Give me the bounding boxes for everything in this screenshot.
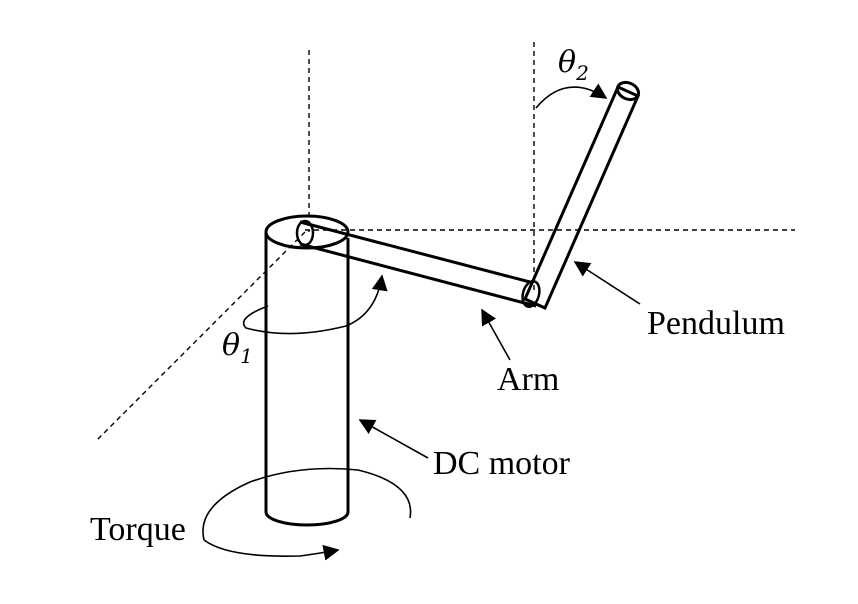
arm-tip-joint — [521, 280, 541, 308]
arm-bottom-edge — [299, 242, 537, 308]
theta1-label: θ1 — [222, 328, 253, 368]
torque-label: Torque — [90, 511, 186, 548]
dc-motor-cylinder — [264, 214, 350, 527]
dc-motor-label: DC motor — [433, 445, 571, 482]
theta2-label: θ2 — [558, 45, 589, 85]
arm-root-joint — [295, 219, 315, 247]
motor-leader-arrow — [358, 419, 429, 459]
motor-top — [264, 214, 350, 250]
torque-arc-back — [202, 467, 412, 541]
arm-link — [295, 219, 541, 308]
diagonal-reference-line — [94, 231, 306, 443]
theta2-arc — [535, 83, 608, 109]
pendulum-body — [523, 85, 640, 310]
reference-lines — [94, 42, 795, 443]
arm-top-edge — [299, 220, 531, 284]
arm-leader-arrow — [481, 308, 511, 361]
motor-body — [264, 232, 350, 527]
torque-arrow-icon — [203, 539, 340, 561]
pendulum-leader-arrow — [573, 261, 641, 305]
pendulum-link — [523, 80, 641, 310]
pendulum-label: Pendulum — [647, 305, 785, 342]
theta1-arc — [242, 274, 388, 335]
arm-label: Arm — [497, 361, 559, 398]
pendulum-cap — [615, 80, 641, 102]
